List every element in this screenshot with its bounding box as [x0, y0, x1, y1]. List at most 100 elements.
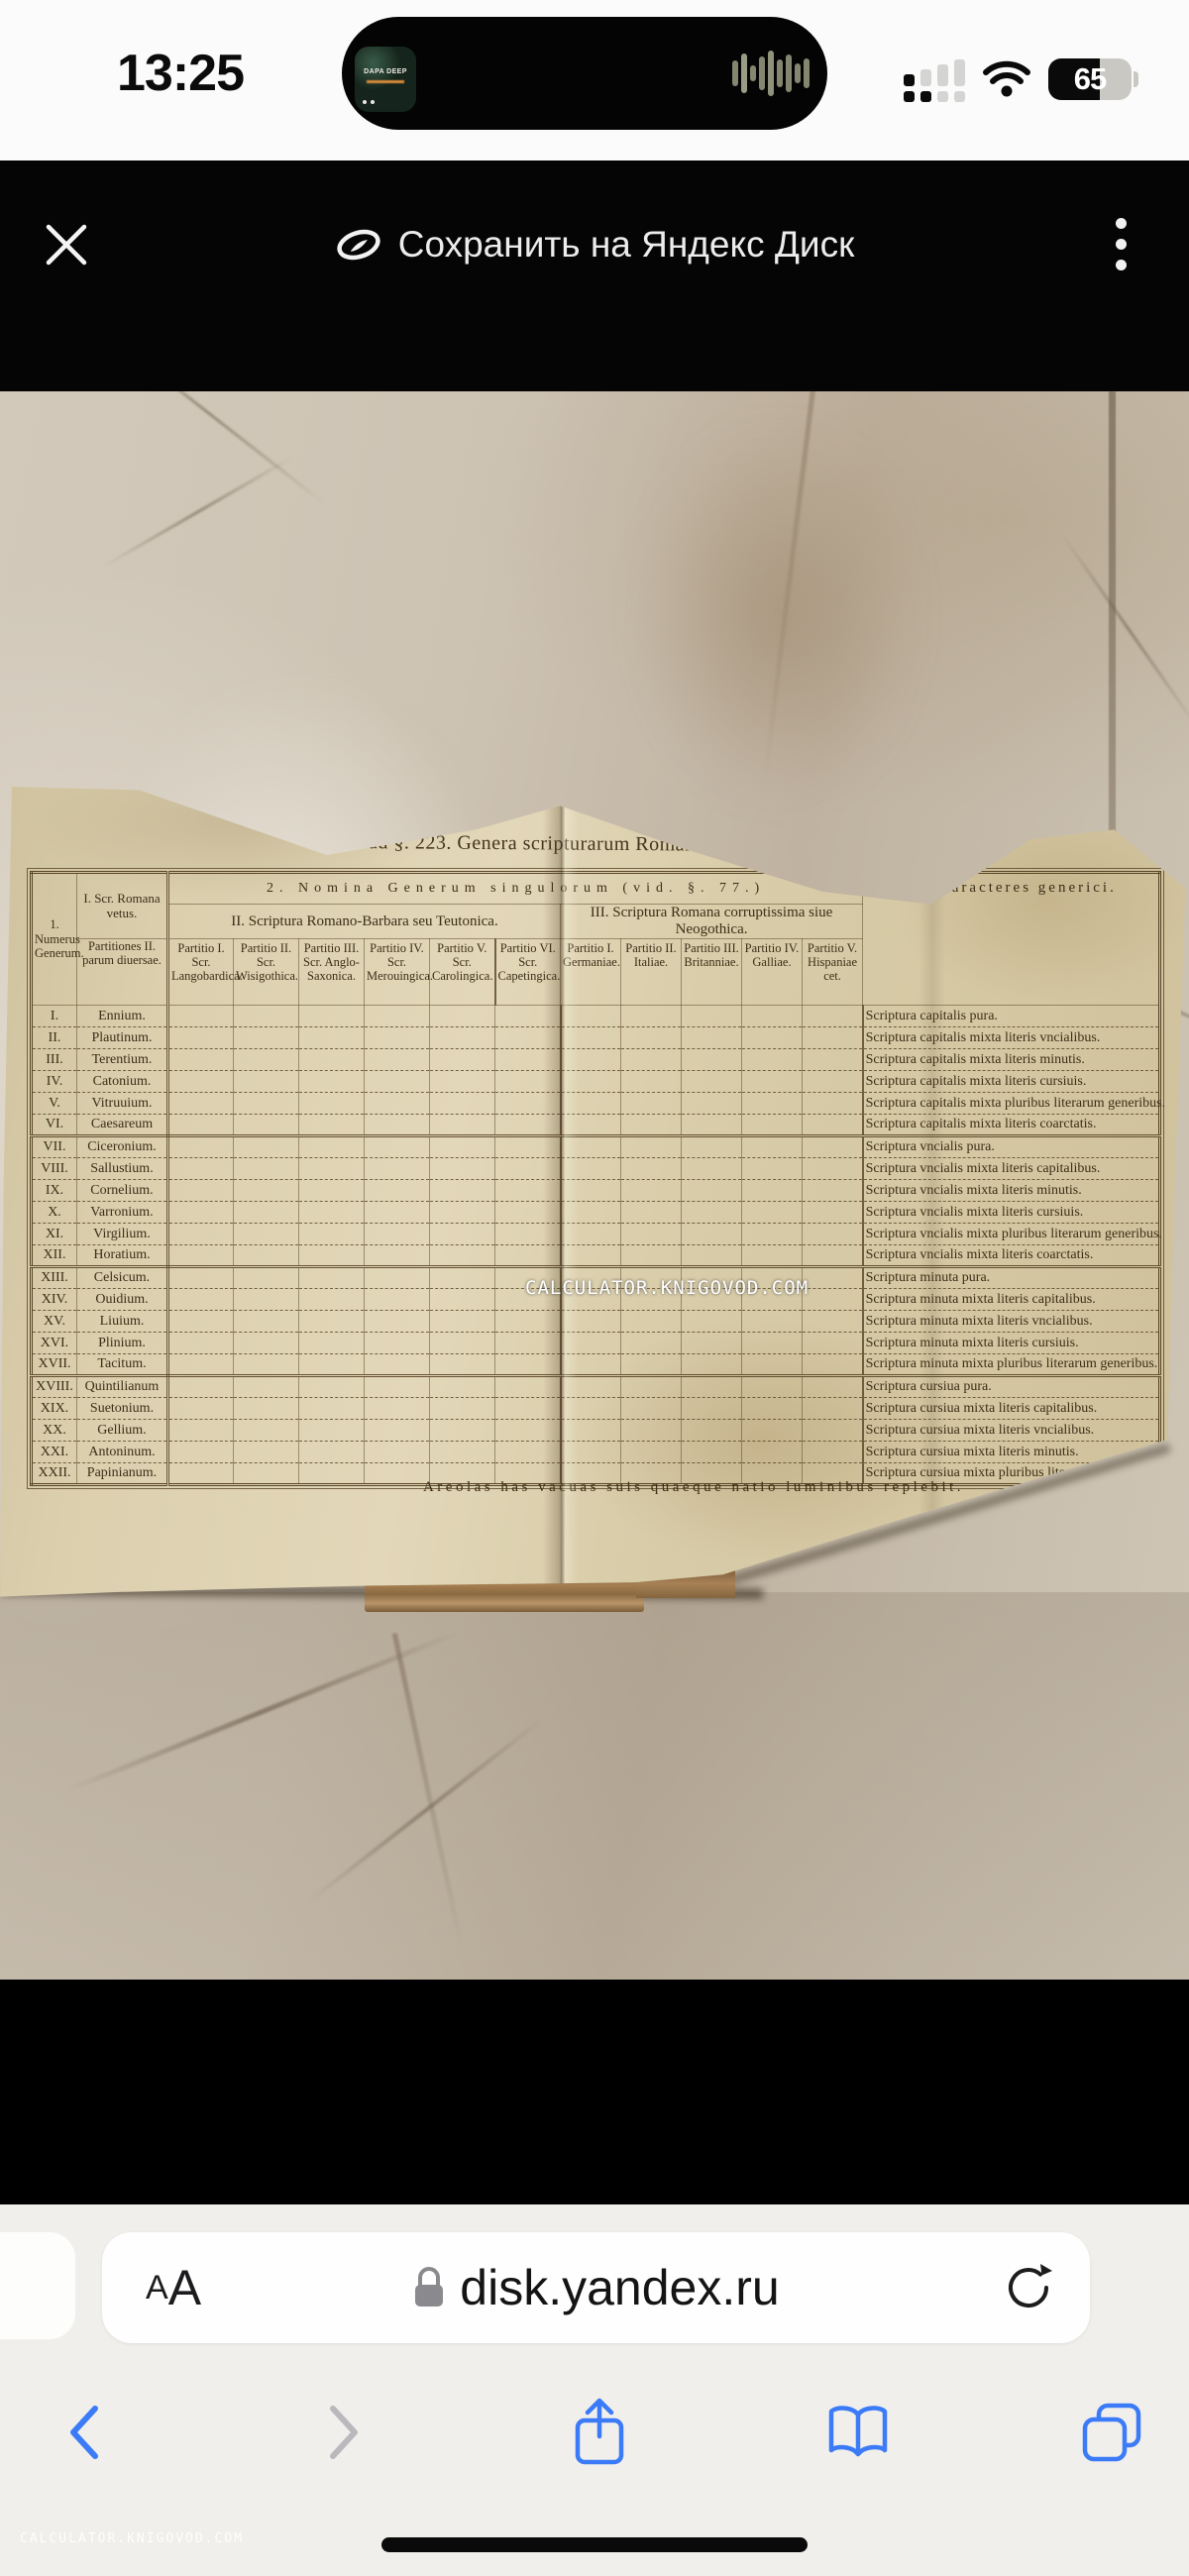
- row-numeral: X.: [31, 1201, 77, 1224]
- partitio-header: Partitio III. Britanniae.: [681, 938, 742, 1006]
- table-row: VI. Caesareum Scriptura capitalis mixta …: [31, 1114, 1160, 1137]
- lock-icon: [415, 2267, 444, 2307]
- row-character: Scriptura vncialis mixta pluribus litera…: [861, 1223, 1162, 1245]
- table-row: XIV. Ouidium. Scriptura minuta mixta lit…: [31, 1288, 1160, 1311]
- row-genus-name: Celsicum.: [76, 1266, 169, 1289]
- partitio-header: Partitio IV. Scr. Merouingica.: [364, 938, 433, 1006]
- row-character: Scriptura vncialis mixta literis minutis…: [861, 1179, 1160, 1202]
- share-icon[interactable]: [560, 2393, 639, 2472]
- status-bar: 13:25 DAPA DEEP 65: [0, 0, 1189, 161]
- tile-groove: [1109, 391, 1116, 1263]
- row-genus-name: Ouidium.: [76, 1288, 169, 1311]
- row-character: Scriptura cursiua mixta literis vncialib…: [861, 1419, 1160, 1442]
- table-row: II. Plautinum. Scriptura capitalis mixta…: [31, 1026, 1160, 1049]
- row-numeral: II.: [31, 1026, 77, 1049]
- viewer-header: Сохранить на Яндекс Диск: [0, 161, 1189, 391]
- row-character: Scriptura vncialis mixta literis coarcta…: [861, 1244, 1160, 1268]
- overflow-menu-icon[interactable]: [1116, 218, 1128, 273]
- row-genus-name: Sallustium.: [76, 1157, 169, 1180]
- row-genus-name: Terentium.: [76, 1048, 169, 1071]
- row-character: Scriptura capitalis mixta literis cursiu…: [861, 1070, 1160, 1093]
- previous-tab-edge[interactable]: [0, 2232, 75, 2339]
- row-genus-name: Antoninum.: [76, 1441, 169, 1463]
- table-row: XX. Gellium. Scriptura cursiua mixta lit…: [31, 1419, 1160, 1442]
- home-indicator[interactable]: [381, 2537, 808, 2552]
- row-character: Scriptura vncialis pura.: [861, 1135, 1160, 1158]
- partitio-header: Partitio IV. Galliae.: [741, 938, 803, 1006]
- photo-viewer: ad §. 223. Genera scripturarum Romanarum…: [0, 391, 1189, 2204]
- table-row: X. Varronium. Scriptura vncialis mixta l…: [31, 1201, 1160, 1224]
- table-row: VIII. Sallustium. Scriptura vncialis mix…: [31, 1157, 1160, 1180]
- row-character: Scriptura vncialis mixta literis cursiui…: [861, 1201, 1160, 1224]
- table-row: XIX. Suetonium. Scriptura cursiua mixta …: [31, 1397, 1160, 1420]
- row-genus-name: Ciceronium.: [76, 1135, 169, 1158]
- group-header-neogothica: III. Scriptura Romana corruptissima siue…: [559, 904, 864, 939]
- row-character: Scriptura minuta mixta literis capitalib…: [861, 1288, 1160, 1311]
- bookmarks-icon[interactable]: [818, 2393, 898, 2472]
- row-numeral: XVIII.: [31, 1375, 77, 1398]
- safari-toolbar: [0, 2379, 1189, 2518]
- status-time: 13:25: [117, 45, 245, 102]
- row-numeral: XIX.: [31, 1397, 77, 1420]
- watermark-bottom: CALCULATOR.KNIGOVOD.COM: [20, 2531, 245, 2546]
- table-row: XI. Virgilium. Scriptura vncialis mixta …: [31, 1223, 1162, 1245]
- table-row: XXI. Antoninum. Scriptura cursiua mixta …: [31, 1441, 1160, 1463]
- refresh-icon[interactable]: [1003, 2262, 1054, 2313]
- save-to-disk-button[interactable]: Сохранить на Яндекс Диск: [0, 215, 1189, 274]
- chart-paper: ad §. 223. Genera scripturarum Romanarum…: [0, 787, 1186, 1597]
- table-row: XVI. Plinium. Scriptura minuta mixta lit…: [31, 1332, 1160, 1354]
- row-genus-name: Suetonium.: [76, 1397, 169, 1420]
- row-character: Scriptura cursiua pura.: [861, 1375, 1160, 1398]
- table-row: XIII. Celsicum. Scriptura minuta pura.: [31, 1266, 1160, 1289]
- group-header-teutonica: II. Scriptura Romano-Barbara seu Teutoni…: [167, 904, 561, 939]
- row-character: Scriptura cursiua mixta literis capitali…: [861, 1397, 1160, 1420]
- row-numeral: VI.: [31, 1114, 77, 1137]
- back-button[interactable]: [45, 2393, 124, 2472]
- col-header-numerus: 1. Numerus Generum.: [31, 872, 84, 1006]
- row-genus-name: Plinium.: [76, 1332, 169, 1354]
- table-row: IX. Cornelium. Scriptura vncialis mixta …: [31, 1179, 1160, 1202]
- partitio-header: Partitio V. Hispaniae cet.: [801, 938, 864, 1006]
- table-row: VII. Ciceronium. Scriptura vncialis pura…: [31, 1135, 1160, 1158]
- forward-button[interactable]: [304, 2393, 383, 2472]
- partitio-header: Partitio II. Scr. Wisigothica.: [233, 938, 299, 1006]
- row-numeral: VIII.: [31, 1157, 77, 1180]
- table-row: III. Terentium. Scriptura capitalis mixt…: [31, 1048, 1160, 1071]
- row-numeral: VII.: [31, 1135, 77, 1158]
- row-genus-name: Quintilianum: [76, 1375, 169, 1398]
- row-numeral: I.: [31, 1005, 77, 1027]
- save-label: Сохранить на Яндекс Диск: [397, 224, 855, 265]
- table-row: XVIII. Quintilianum Scriptura cursiua pu…: [31, 1375, 1160, 1398]
- row-genus-name: Catonium.: [76, 1070, 169, 1093]
- wifi-icon: [983, 60, 1030, 97]
- table-row: I. Ennium. Scriptura capitalis pura.: [31, 1005, 1160, 1027]
- table-row: V. Vitruuium. Scriptura capitalis mixta …: [31, 1092, 1165, 1115]
- row-numeral: XI.: [31, 1223, 77, 1245]
- row-numeral: III.: [31, 1048, 77, 1071]
- row-character: Scriptura minuta mixta literis cursiuis.: [861, 1332, 1160, 1354]
- row-character: Scriptura capitalis mixta literis vncial…: [861, 1026, 1160, 1049]
- audio-waveform-icon: [732, 17, 810, 130]
- tabs-icon[interactable]: [1072, 2393, 1151, 2472]
- row-numeral: XIII.: [31, 1266, 77, 1289]
- close-icon[interactable]: [43, 221, 90, 268]
- paper-fold: [543, 787, 579, 1597]
- battery-percent: 65: [1073, 61, 1107, 96]
- row-character: Scriptura cursiua mixta literis minutis.: [861, 1441, 1160, 1463]
- col-header-partitiones: Partitiones II. parum diuersae.: [76, 938, 169, 1006]
- row-genus-name: Plautinum.: [76, 1026, 169, 1049]
- partitio-header: Partitio VI. Scr. Capetingica.: [493, 938, 561, 1006]
- row-numeral: XXI.: [31, 1441, 77, 1463]
- col-header-characteres: 3. Characteres generici.: [862, 872, 1160, 1006]
- row-character: Scriptura capitalis mixta literis coarct…: [861, 1114, 1160, 1137]
- table-row: XII. Horatium. Scriptura vncialis mixta …: [31, 1244, 1160, 1268]
- row-genus-name: Varronium.: [76, 1201, 169, 1224]
- row-genus-name: Virgilium.: [76, 1223, 169, 1245]
- partitio-header: Partitio V. Scr. Carolingica.: [429, 938, 495, 1006]
- dynamic-island[interactable]: DAPA DEEP: [342, 17, 827, 130]
- document-photo[interactable]: ad §. 223. Genera scripturarum Romanarum…: [0, 391, 1189, 1980]
